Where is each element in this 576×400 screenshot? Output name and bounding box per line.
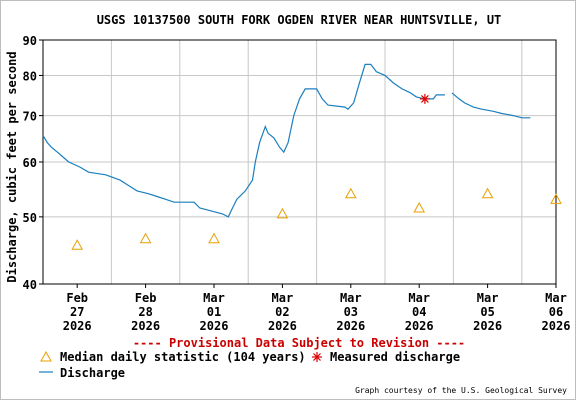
median-point xyxy=(481,187,494,199)
x-tick-label: 05 xyxy=(480,305,494,319)
provisional-note: ---- Provisional Data Subject to Revisio… xyxy=(133,336,465,350)
legend-discharge-label: Discharge xyxy=(60,366,125,380)
x-tick-label: 2026 xyxy=(63,319,92,333)
x-tick-label: 2026 xyxy=(542,319,571,333)
grid-lines xyxy=(43,40,556,284)
x-tick-label: 2026 xyxy=(268,319,297,333)
x-tick-label: Feb xyxy=(66,291,88,305)
y-tick-label: 50 xyxy=(23,211,37,225)
x-tick-label: 02 xyxy=(275,305,289,319)
x-tick-label: 04 xyxy=(412,305,426,319)
x-tick-label: Mar xyxy=(477,291,499,305)
x-tick-label: Mar xyxy=(272,291,294,305)
median-point xyxy=(139,232,152,244)
x-tick-label: 2026 xyxy=(131,319,160,333)
median-series xyxy=(71,187,562,250)
discharge-line xyxy=(42,63,445,218)
legend-measured-label: Measured discharge xyxy=(330,350,460,364)
x-tick-label: 2026 xyxy=(336,319,365,333)
legend: Median daily statistic (104 years) Measu… xyxy=(39,350,460,380)
credit-text: Graph courtesy of the U.S. Geological Su… xyxy=(355,386,567,395)
discharge-series xyxy=(42,63,531,218)
x-tick-label: 28 xyxy=(138,305,152,319)
y-axis-label: Discharge, cubic feet per second xyxy=(5,51,19,282)
median-point xyxy=(208,232,220,244)
chart-title: USGS 10137500 SOUTH FORK OGDEN RIVER NEA… xyxy=(97,13,502,27)
measured-series xyxy=(419,93,430,104)
x-tick-label: 2026 xyxy=(405,319,434,333)
median-point xyxy=(550,193,562,204)
x-tick-label: 27 xyxy=(70,305,84,319)
median-point xyxy=(344,187,357,199)
x-tick-label: Feb xyxy=(135,291,157,305)
y-tick-label: 70 xyxy=(23,110,37,124)
x-tick-label: 2026 xyxy=(473,319,502,333)
y-axis-ticks: 40 50 60 70 80 90 xyxy=(23,34,43,292)
x-axis-ticks: Feb272026Feb282026Mar012026Mar022026Mar0… xyxy=(63,284,571,333)
x-tick-label: 03 xyxy=(344,305,358,319)
measured-point xyxy=(419,93,430,104)
legend-median-label: Median daily statistic (104 years) xyxy=(60,350,306,364)
x-tick-label: 2026 xyxy=(200,319,229,333)
x-tick-label: Mar xyxy=(203,291,225,305)
legend-measured-icon xyxy=(312,352,322,362)
median-point xyxy=(71,239,84,250)
x-tick-label: Mar xyxy=(545,291,567,305)
median-point xyxy=(413,201,426,213)
y-tick-label: 80 xyxy=(23,69,37,83)
x-tick-label: 06 xyxy=(549,305,563,319)
x-tick-label: Mar xyxy=(340,291,362,305)
y-tick-label: 60 xyxy=(23,156,37,170)
x-tick-label: 01 xyxy=(207,305,221,319)
median-point xyxy=(276,207,289,219)
discharge-line xyxy=(451,92,531,119)
x-tick-label: Mar xyxy=(408,291,430,305)
y-tick-label: 40 xyxy=(23,278,37,292)
legend-median-icon xyxy=(40,350,52,362)
y-tick-label: 90 xyxy=(23,34,37,48)
